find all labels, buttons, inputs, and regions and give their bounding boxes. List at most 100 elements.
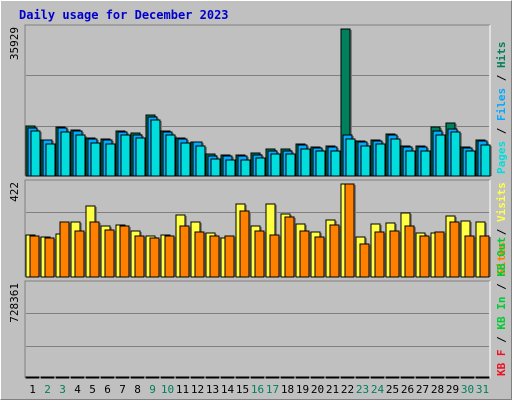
- bar-kb-kb-in-day-22: KB In: 680: [344, 376, 355, 379]
- bar-hits-pages-day-7: Pages: 9900: [120, 134, 131, 177]
- bar-visits-sites-day-18: Sites: 270: [284, 216, 295, 278]
- bar-kb-kb-in-day-12: KB In: 310: [194, 376, 205, 379]
- bar-visits-sites-day-29: Sites: 250: [449, 221, 460, 278]
- x-tick-label: 24: [371, 383, 385, 396]
- bar-kb-kb-in-day-5: KB In: 320: [89, 376, 100, 379]
- x-tick-label: 17: [266, 383, 279, 396]
- x-tick-label: 8: [134, 383, 141, 396]
- x-tick-label: 10: [161, 383, 174, 396]
- bar-hits-pages-day-22: Pages: 9000: [345, 138, 356, 177]
- bar-kb-kb-in-day-13: KB In: 310: [209, 376, 220, 379]
- bar-visits-sites-day-22: Sites: 422: [344, 183, 355, 278]
- legend-entry-0: KB F: [495, 350, 508, 377]
- x-tick-label: 13: [206, 383, 219, 396]
- bar-hits-pages-day-19: Pages: 6700: [300, 148, 311, 177]
- bar-visits-sites-day-2: Sites: 175: [44, 237, 55, 278]
- bar-hits-pages-day-9: Pages: 13600: [150, 119, 161, 177]
- bar-visits-sites-day-19: Sites: 210: [299, 230, 310, 278]
- bar-visits-sites-day-1: Sites: 185: [29, 235, 40, 278]
- x-tick-label: 19: [296, 383, 309, 396]
- x-tick-label: 6: [104, 383, 111, 396]
- bar-visits-sites-day-13: Sites: 185: [209, 235, 220, 278]
- bar-hits-pages-day-21: Pages: 6200: [330, 150, 341, 177]
- bar-hits-pages-day-26: Pages: 6200: [405, 150, 416, 177]
- legend-entry-1: /: [495, 330, 508, 350]
- bar-kb-kb-in-day-18: KB In: 310: [284, 376, 295, 379]
- bar-kb-kb-in-day-20: KB In: 470: [314, 376, 325, 379]
- bar-visits-sites-day-25: Sites: 210: [389, 230, 400, 278]
- series-legend: KB F / KB In / KB Out: [495, 237, 508, 376]
- x-tick-label: 21: [326, 383, 339, 396]
- legend-entry-0: Pages: [495, 141, 508, 174]
- legend-entry-3: /: [495, 277, 508, 297]
- bar-kb-kb-in-day-15: KB In: 315: [239, 376, 250, 379]
- legend-entry-3: /: [495, 68, 508, 88]
- bar-visits-sites-day-10: Sites: 185: [164, 235, 175, 278]
- bar-hits-pages-day-6: Pages: 7900: [105, 143, 116, 177]
- bar-hits-pages-day-8: Pages: 9200: [135, 137, 146, 177]
- bar-visits-sites-day-20: Sites: 180: [314, 236, 325, 278]
- bar-visits-sites-day-21: Sites: 235: [329, 224, 340, 278]
- bar-kb-kb-in-day-19: KB In: 480: [299, 376, 310, 379]
- bar-visits-sites-day-28: Sites: 205: [434, 231, 445, 278]
- legend-entry-2: Files: [495, 88, 508, 121]
- legend-entry-4: Hits: [495, 42, 508, 69]
- bar-kb-kb-in-day-1: KB In: 420: [29, 376, 40, 379]
- x-tick-label: 22: [341, 383, 354, 396]
- bar-kb-kb-in-day-9: KB In: 690: [149, 376, 160, 379]
- y-axis-max-label: 728361: [8, 283, 21, 323]
- bar-visits-sites-day-16: Sites: 210: [254, 230, 265, 278]
- x-tick-label: 9: [149, 383, 156, 396]
- bar-hits-pages-day-2: Pages: 7800: [45, 143, 56, 177]
- legend-entry-1: /: [495, 222, 508, 242]
- bar-visits-sites-day-17: Sites: 190: [269, 234, 280, 278]
- plot-border-dark: [24, 179, 490, 277]
- bar-hits-pages-day-10: Pages: 9900: [165, 134, 176, 177]
- bar-kb-kb-in-day-26: KB In: 430: [404, 376, 415, 379]
- x-axis: 1 2 3 4 5 6 7 8 9 10 11 12 13 14 15 16 17 18 19 20 21 22 23 24 2…: [29, 383, 489, 396]
- bar-kb-kb-in-day-10: KB In: 640: [164, 376, 175, 379]
- bar-hits-pages-day-25: Pages: 9000: [390, 138, 401, 177]
- x-tick-label: 26: [401, 383, 414, 396]
- bar-hits-pages-day-14: Pages: 4000: [225, 159, 236, 177]
- bar-hits-pages-day-16: Pages: 4300: [255, 157, 266, 177]
- x-tick-label: 23: [356, 383, 369, 396]
- bar-visits-sites-day-4: Sites: 210: [74, 230, 85, 278]
- bar-visits-sites-day-23: Sites: 150: [359, 243, 370, 278]
- bar-kb-kb-in-day-31: KB In: 510: [479, 376, 490, 379]
- bar-kb-kb-in-day-11: KB In: 480: [179, 376, 190, 379]
- bar-hits-pages-day-23: Pages: 7300: [360, 145, 371, 177]
- bar-visits-sites-day-26: Sites: 230: [404, 225, 415, 278]
- bar-hits-pages-day-29: Pages: 10700: [450, 131, 461, 177]
- bar-visits-sites-day-12: Sites: 205: [194, 231, 205, 278]
- bar-kb-kb-in-day-2: KB In: 410: [44, 376, 55, 379]
- bar-hits-pages-day-18: Pages: 5300: [285, 153, 296, 177]
- bar-hits-pages-day-20: Pages: 6000: [315, 150, 326, 177]
- x-tick-label: 3: [59, 383, 66, 396]
- legend-entry-4: KB Out: [495, 237, 508, 277]
- legend-entry-0: Sites: [495, 242, 508, 275]
- x-tick-label: 4: [74, 383, 81, 396]
- bar-kb-kb-in-day-6: KB In: 350: [104, 376, 115, 379]
- bar-kb-kb-in-day-4: KB In: 320: [74, 376, 85, 379]
- bar-kb-kb-in-day-14: KB In: 315: [224, 376, 235, 379]
- bar-hits-pages-day-1: Pages: 10900: [30, 130, 41, 177]
- bar-hits-pages-day-5: Pages: 8100: [90, 142, 101, 177]
- bar-kb-kb-in-day-30: KB In: 520: [464, 376, 475, 379]
- bar-visits-sites-day-27: Sites: 185: [419, 235, 430, 278]
- bar-visits-sites-day-31: Sites: 185: [479, 235, 490, 278]
- x-tick-label: 25: [386, 383, 399, 396]
- legend-entry-2: Visits: [495, 182, 508, 222]
- bar-hits-pages-day-11: Pages: 8100: [180, 142, 191, 177]
- bar-hits-pages-day-13: Pages: 4100: [210, 158, 221, 177]
- x-tick-label: 27: [416, 383, 429, 396]
- x-tick-label: 14: [221, 383, 235, 396]
- bar-hits-pages-day-4: Pages: 10000: [75, 134, 86, 177]
- bar-kb-kb-in-day-28: KB In: 680: [434, 376, 445, 379]
- bar-hits-pages-day-12: Pages: 7300: [195, 145, 206, 177]
- bar-kb-kb-in-day-25: KB In: 630: [389, 376, 400, 379]
- bar-kb-kb-in-day-21: KB In: 500: [329, 376, 340, 379]
